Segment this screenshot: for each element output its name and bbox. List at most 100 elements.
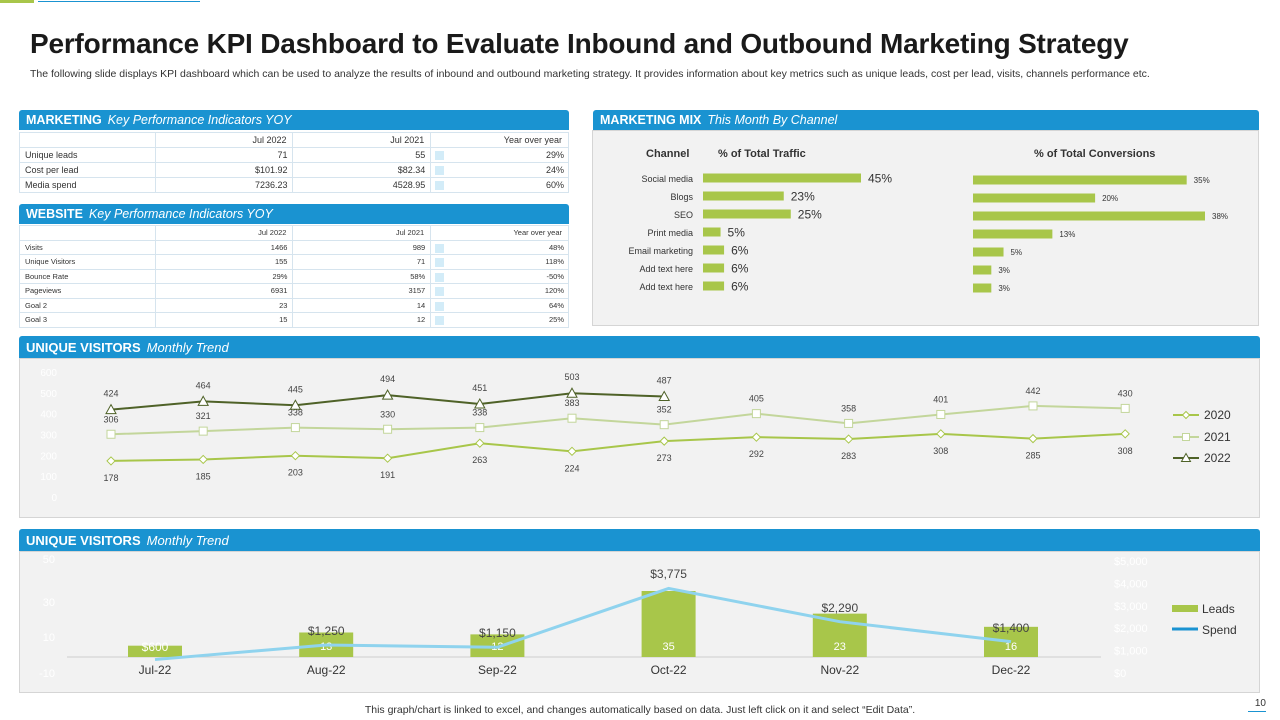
traffic-bar [703, 281, 725, 291]
data-label: 358 [841, 403, 856, 413]
data-label: 224 [564, 463, 579, 473]
series-marker [844, 418, 854, 428]
yoy-value: 24% [545, 165, 564, 175]
data-label: 430 [1118, 388, 1133, 398]
leads-value-label: 23 [834, 641, 846, 653]
row-label: Goal 3 [19, 312, 156, 328]
unique-visitors-line-chart: 0 100 200 300 400 500 600 178 185 203 191 263 224 273… [40, 368, 1231, 504]
unique-visitors-title: UNIQUE VISITORS [26, 339, 141, 355]
row-label: Goal 2 [19, 297, 156, 313]
series-marker [106, 429, 116, 439]
table-row: Goal 2 23 14 64% [19, 297, 569, 313]
marketing-kpi-table: Jul 2022 Jul 2021 Year over year Unique … [19, 132, 569, 193]
traffic-bar [703, 209, 791, 219]
page-title: Performance KPI Dashboard to Evaluate In… [30, 28, 1129, 59]
traffic-bar [703, 173, 861, 183]
conversions-category-label: Print media [923, 230, 964, 239]
conversions-value-label: 5% [1011, 248, 1023, 257]
data-label: 503 [564, 372, 579, 382]
table-row: Unique Visitors 155 71 118% [19, 254, 569, 270]
row-label: Bounce Rate [19, 268, 156, 284]
y2-tick-label: $1,000 [1114, 646, 1148, 658]
leads-bar [641, 591, 696, 657]
data-label: 283 [841, 451, 856, 461]
leads-spend-subtitle: Monthly Trend [146, 532, 229, 548]
cell-2022: 6931 [154, 283, 294, 299]
table-row: Goal 3 15 12 25% [19, 312, 569, 328]
yoy-value: 48% [548, 242, 564, 252]
yoy-databar [435, 243, 445, 253]
series-marker [1120, 403, 1130, 413]
series-marker [289, 399, 302, 410]
marketing-mix-chart: Social media 45% Blogs 23% SEO 25% Print media… [628, 172, 1228, 294]
leads-spend-title: UNIQUE VISITORS [26, 532, 141, 548]
leads-spend-panel [19, 551, 1260, 693]
website-kpi-subtitle: Key Performance Indicators YOY [88, 207, 273, 221]
page-number: 10 [1254, 698, 1266, 709]
row-label: Visits [19, 239, 156, 255]
yoy-databar [435, 287, 445, 296]
series-marker [197, 395, 210, 406]
leads-spend-header: UNIQUE VISITORS Monthly Trend [19, 529, 1260, 551]
y2-tick-label: $2,000 [1114, 623, 1148, 635]
conversions-value-label: 38% [1212, 212, 1228, 221]
table-row: Unique leads 71 55 29% [19, 147, 569, 163]
table-row: Bounce Rate 29% 58% -50% [19, 268, 569, 284]
traffic-bar [703, 263, 725, 273]
y-tick-label: 50 [43, 554, 55, 566]
website-kpi-table: Jul 2022 Jul 2021 Year over year Visits … [19, 225, 569, 328]
data-label: 352 [657, 405, 672, 415]
y2-tick-label: $4,000 [1114, 578, 1148, 590]
y-tick-label: 300 [40, 431, 57, 442]
conversions-category-label: Social media [917, 176, 963, 185]
conversions-category-label: SEO [946, 212, 963, 221]
channel-column-header: Channel [646, 148, 690, 160]
yoy-databar [435, 316, 445, 325]
traffic-category-label: Print media [647, 228, 693, 238]
cell-2022: 71 [154, 147, 294, 163]
top-accent-green [0, 0, 34, 3]
data-label: 191 [380, 470, 395, 480]
series-marker [198, 426, 208, 436]
marketing-kpi-header-row: Jul 2022 Jul 2021 Year over year [19, 132, 569, 148]
data-label: 330 [380, 409, 395, 419]
x-tick-label: Sep-22 [478, 663, 517, 677]
yoy-value: 25% [548, 315, 564, 325]
leads-value-label: 16 [1005, 641, 1017, 653]
y-tick-label: 0 [51, 493, 57, 504]
row-label: Cost per lead [19, 162, 156, 178]
series-marker [751, 432, 762, 442]
data-label: 306 [103, 414, 118, 424]
cell-yoy: -50% [430, 268, 569, 284]
leads-bar [128, 645, 182, 657]
data-label: 442 [1025, 386, 1040, 396]
traffic-category-label: Email marketing [628, 246, 693, 256]
series-line [110, 404, 1126, 436]
x-tick-label: Nov-22 [820, 663, 859, 677]
leads-spend-combo-chart: -10 10 30 50 $0 $1,000 $2,000 $3,000 $4,000 $5,00… [39, 554, 1237, 680]
series-marker [105, 403, 117, 415]
cell-2022: 1466 [154, 239, 294, 255]
yoy-databar [435, 181, 445, 190]
series-marker [1028, 401, 1038, 411]
y-tick-label: 30 [43, 597, 55, 609]
yoy-value: -50% [546, 271, 564, 281]
data-label: 405 [749, 394, 764, 404]
table-row: Pageviews 6931 3157 120% [19, 283, 569, 299]
data-label: 494 [380, 374, 395, 384]
row-label: Pageviews [19, 283, 156, 299]
series-marker [1120, 429, 1130, 439]
spend-value-label: $600 [142, 640, 169, 654]
series-marker [567, 413, 577, 423]
conversions-bar [973, 265, 992, 275]
cell-2022: 7236.23 [154, 177, 294, 193]
cell-2021: 55 [292, 147, 432, 163]
data-label: 487 [657, 376, 672, 386]
unique-visitors-header: UNIQUE VISITORS Monthly Trend [19, 336, 1260, 358]
yoy-value: 60% [545, 180, 564, 190]
data-label: 445 [288, 384, 303, 394]
traffic-column-header: % of Total Traffic [718, 148, 806, 160]
yoy-databar [435, 301, 445, 311]
y-tick-label: 10 [43, 632, 55, 644]
conversions-category-label: Add text here [915, 266, 963, 275]
